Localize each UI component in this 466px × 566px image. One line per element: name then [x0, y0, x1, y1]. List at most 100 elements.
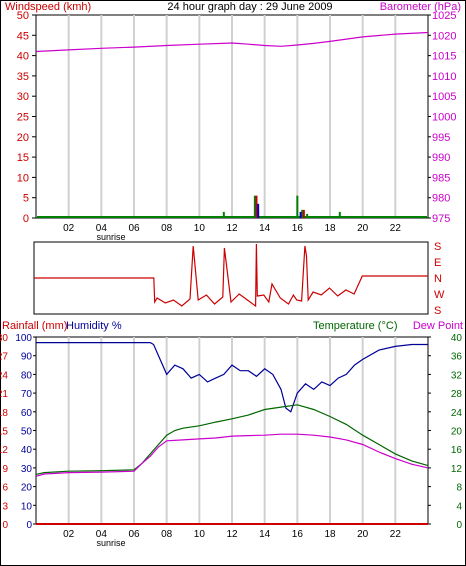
gust-bar: [255, 195, 258, 218]
windspeed-bar: [253, 195, 256, 218]
barometer-tick-label: 1015: [432, 51, 456, 63]
wind-x-tick-label: 18: [324, 223, 336, 234]
humidity-x-tick-label: 16: [292, 529, 304, 540]
wind-x-tick-label: 22: [390, 223, 402, 234]
windspeed-tick-label: 10: [17, 172, 29, 184]
windspeed-tick-label: 5: [23, 193, 29, 205]
windspeed-tick-label: 50: [17, 10, 29, 22]
humidity-tick-label: 40: [21, 445, 33, 456]
humidity-tick-label: 90: [21, 352, 33, 363]
temperature-tick-label: 36: [451, 352, 463, 363]
windspeed-tick-label: 35: [17, 71, 29, 83]
sunrise-label-bottom: sunrise: [96, 538, 125, 548]
humidity-axis-label: Humidity %: [66, 320, 122, 332]
humidity-tick-label: 50: [21, 427, 33, 438]
wind-x-tick-label: 14: [259, 223, 271, 234]
rainfall-tick-label: 24: [0, 370, 8, 381]
windspeed-tick-label: 45: [17, 30, 29, 42]
direction-tick-label: N: [434, 273, 442, 285]
rainfall-tick-label: 21: [0, 389, 8, 400]
temperature-tick-label: 4: [456, 501, 462, 512]
temperature-tick-label: 32: [451, 370, 463, 381]
humidity-tick-label: 30: [21, 464, 33, 475]
temperature-tick-label: 40: [451, 333, 463, 344]
barometer-tick-label: 1005: [432, 91, 456, 103]
rainfall-tick-label: 6: [2, 483, 8, 494]
wind-x-tick-label: 08: [161, 223, 173, 234]
rainfall-tick-label: 15: [0, 427, 8, 438]
rainfall-tick-label: 9: [2, 464, 8, 475]
temperature-tick-label: 16: [451, 445, 463, 456]
sunrise-label-top: sunrise: [96, 232, 125, 242]
humidity-tick-label: 100: [15, 333, 32, 344]
temperature-axis-label: Temperature (°C): [313, 320, 397, 332]
rainfall-tick-label: 12: [0, 445, 8, 456]
chart-panels: 0510152025303540455097598098599099510001…: [0, 10, 462, 540]
windspeed-axis-label: Windspeed (kmh): [5, 1, 91, 13]
windspeed-tick-label: 25: [17, 112, 29, 124]
temperature-tick-label: 12: [451, 464, 463, 475]
barometer-tick-label: 995: [432, 132, 450, 144]
barometer-tick-label: 1010: [432, 71, 456, 83]
wind-x-tick-label: 16: [292, 223, 304, 234]
dewpoint-axis-label: Dew Point: [413, 320, 463, 332]
dewpoint-line: [35, 433, 429, 477]
barometer-axis-label: Barometer (hPa): [380, 1, 461, 13]
direction-tick-label: E: [434, 257, 441, 269]
barometer-line: [35, 31, 429, 53]
barometer-tick-label: 975: [432, 213, 450, 225]
windspeed-bar: [301, 209, 304, 218]
humidity-tick-label: 70: [21, 389, 33, 400]
humidity-x-tick-label: 12: [226, 529, 238, 540]
chart-title: 24 hour graph day : 29 June 2009: [167, 1, 332, 13]
windspeed-bar: [338, 211, 341, 218]
humidity-x-tick-label: 06: [128, 529, 140, 540]
humidity-tick-label: 20: [21, 483, 33, 494]
rainfall-tick-label: 3: [2, 501, 8, 512]
barometer-tick-label: 1000: [432, 112, 456, 124]
barometer-tick-label: 1025: [432, 10, 456, 22]
rainfall-tick-label: 30: [0, 333, 8, 344]
barometer-tick-label: 990: [432, 152, 450, 164]
humidity-line: [36, 342, 428, 413]
humidity-x-tick-label: 14: [259, 529, 271, 540]
gust-bar: [302, 209, 305, 218]
rainfall-tick-label: 0: [2, 520, 8, 531]
windspeed-tick-label: 30: [17, 91, 29, 103]
wind-x-tick-label: 12: [226, 223, 238, 234]
humidity-x-tick-label: 18: [324, 529, 336, 540]
windspeed-tick-label: 0: [23, 213, 29, 225]
humidity-x-tick-label: 08: [161, 529, 173, 540]
rainfall-tick-label: 27: [0, 352, 8, 363]
direction-tick-label: S: [434, 305, 441, 317]
temperature-tick-label: 20: [451, 427, 463, 438]
temperature-tick-label: 28: [451, 389, 463, 400]
average-speed-bar: [257, 203, 260, 218]
humidity-x-tick-label: 20: [357, 529, 369, 540]
temperature-tick-label: 24: [451, 408, 463, 419]
humidity-x-tick-label: 02: [63, 529, 75, 540]
barometer-tick-label: 980: [432, 193, 450, 205]
windspeed-tick-label: 15: [17, 152, 29, 164]
humidity-x-tick-label: 10: [194, 529, 206, 540]
humidity-tick-label: 60: [21, 408, 33, 419]
windspeed-bar: [306, 213, 309, 218]
wind-x-tick-label: 06: [128, 223, 140, 234]
windspeed-bar: [296, 195, 299, 218]
humidity-tick-label: 0: [26, 520, 32, 531]
humidity-tick-label: 10: [21, 501, 33, 512]
wind-x-tick-label: 20: [357, 223, 369, 234]
wind-direction-line: [34, 243, 428, 308]
wind-x-tick-label: 04: [96, 223, 108, 234]
humidity-x-tick-label: 04: [96, 529, 108, 540]
windspeed-bar: [222, 211, 225, 218]
average-speed-bar: [299, 211, 302, 218]
wind-x-tick-label: 10: [194, 223, 206, 234]
temperature-line: [35, 404, 429, 475]
wind-x-tick-label: 02: [63, 223, 75, 234]
windspeed-tick-label: 20: [17, 132, 29, 144]
barometer-tick-label: 985: [432, 172, 450, 184]
rainfall-tick-label: 18: [0, 408, 8, 419]
barometer-tick-label: 1020: [432, 30, 456, 42]
